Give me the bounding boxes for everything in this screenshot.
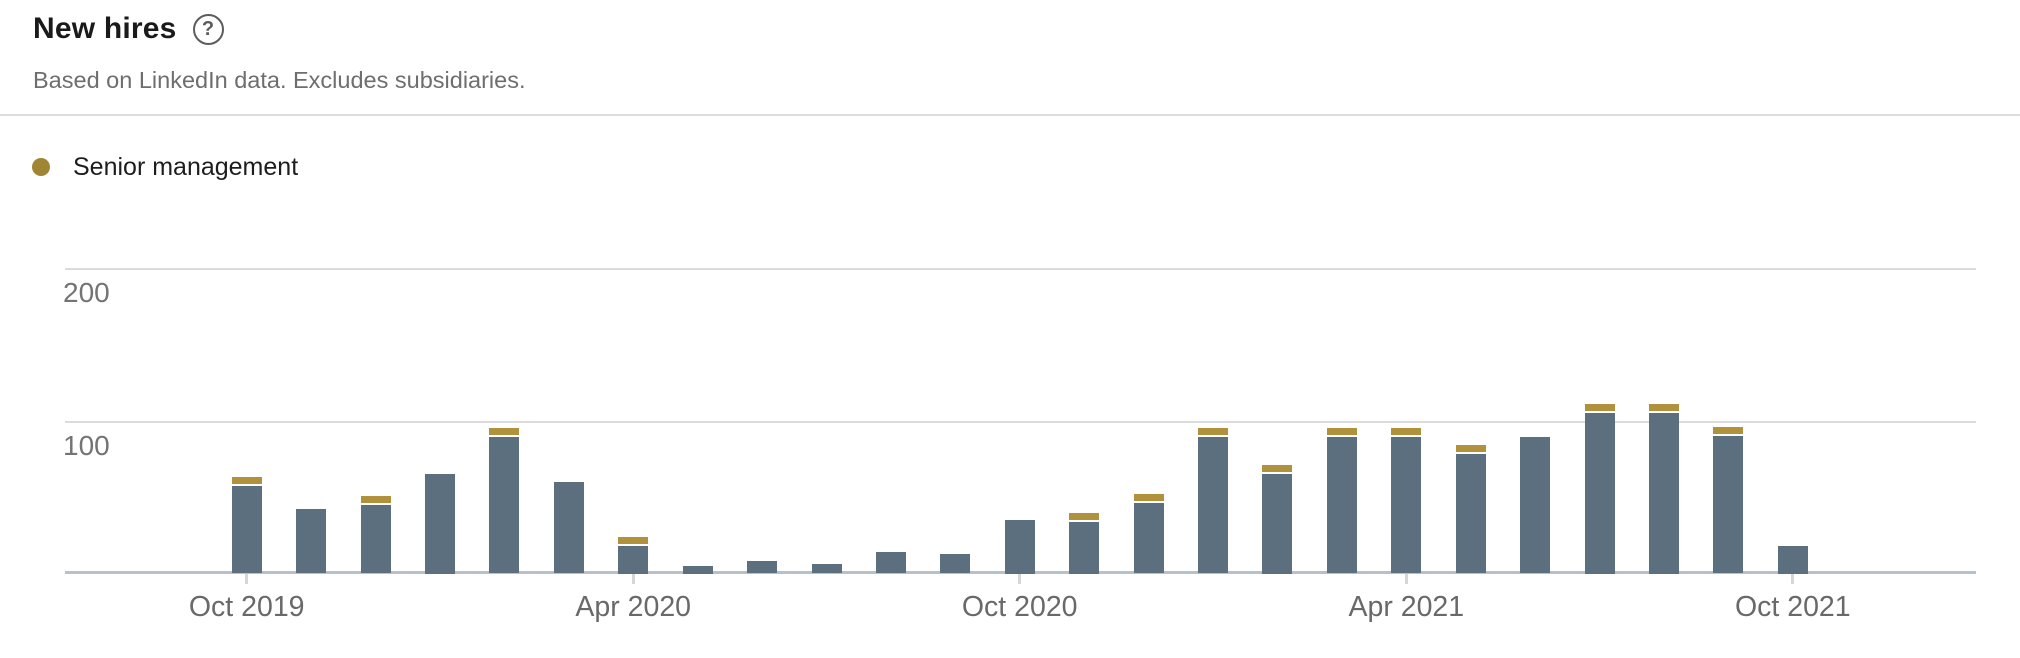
x-axis-label: Oct 2019: [188, 591, 305, 623]
legend-dot-senior-management: [32, 158, 50, 176]
senior-management-cap-mar-2021[interactable]: [1326, 428, 1357, 436]
x-axis-tick: [1791, 574, 1795, 584]
x-axis-tick: [245, 574, 249, 584]
bar-may-2021[interactable]: [1455, 454, 1486, 574]
card-header: New hires ?: [33, 10, 224, 48]
page-title: New hires: [33, 12, 177, 45]
bar-mar-2021[interactable]: [1326, 437, 1357, 574]
x-axis-tick: [631, 574, 635, 584]
bar-nov-2019[interactable]: [296, 509, 327, 574]
x-axis-tick: [1404, 574, 1408, 584]
bar-oct-2020[interactable]: [1004, 520, 1035, 574]
bar-aug-2021[interactable]: [1648, 412, 1679, 574]
bar-apr-2020[interactable]: [618, 546, 649, 574]
x-axis-label: Apr 2020: [575, 591, 692, 623]
bar-jul-2021[interactable]: [1584, 412, 1615, 574]
bar-may-2020[interactable]: [682, 565, 713, 574]
senior-management-cap-apr-2020[interactable]: [618, 537, 649, 544]
legend-label: Senior management: [73, 153, 299, 181]
chart-legend: Senior management: [32, 152, 298, 182]
x-axis-label: Oct 2020: [961, 591, 1078, 623]
senior-management-cap-dec-2019[interactable]: [360, 495, 391, 503]
gridline-200: [65, 267, 1976, 270]
senior-management-cap-aug-2021[interactable]: [1648, 403, 1679, 411]
x-axis-label: Apr 2021: [1348, 591, 1465, 623]
bar-apr-2021[interactable]: [1391, 437, 1422, 574]
bar-jun-2021[interactable]: [1520, 437, 1551, 574]
y-axis-label: 100: [63, 429, 110, 461]
senior-management-cap-sep-2021[interactable]: [1713, 426, 1744, 434]
bar-oct-2021[interactable]: [1777, 546, 1808, 574]
senior-management-cap-nov-2020[interactable]: [1069, 512, 1100, 520]
bar-sep-2021[interactable]: [1713, 435, 1744, 574]
gridline-100: [65, 420, 1976, 423]
y-axis-label: 200: [63, 276, 110, 308]
x-axis-label: Oct 2021: [1734, 591, 1851, 623]
senior-management-cap-dec-2020[interactable]: [1133, 494, 1164, 502]
bar-mar-2020[interactable]: [553, 481, 584, 574]
bar-jul-2020[interactable]: [811, 564, 842, 574]
bar-feb-2020[interactable]: [489, 437, 520, 574]
bar-jan-2021[interactable]: [1198, 437, 1228, 574]
bar-nov-2020[interactable]: [1069, 521, 1100, 574]
header-divider: [0, 114, 2020, 116]
bar-jan-2020[interactable]: [425, 474, 455, 574]
bar-jun-2020[interactable]: [747, 561, 778, 574]
bar-aug-2020[interactable]: [875, 552, 906, 574]
bar-dec-2019[interactable]: [360, 504, 391, 574]
x-axis-tick: [1018, 574, 1022, 584]
senior-management-cap-apr-2021[interactable]: [1391, 428, 1422, 436]
bar-feb-2021[interactable]: [1262, 474, 1293, 574]
bar-oct-2019[interactable]: [231, 486, 262, 574]
senior-management-cap-oct-2019[interactable]: [231, 477, 262, 485]
card-subtitle: Based on LinkedIn data. Excludes subsidi…: [33, 67, 526, 93]
bar-sep-2020[interactable]: [940, 553, 971, 574]
senior-management-cap-feb-2020[interactable]: [489, 428, 520, 436]
bar-dec-2020[interactable]: [1133, 503, 1164, 574]
senior-management-cap-jan-2021[interactable]: [1198, 428, 1228, 436]
senior-management-cap-jul-2021[interactable]: [1584, 403, 1615, 411]
senior-management-cap-feb-2021[interactable]: [1262, 465, 1293, 473]
senior-management-cap-may-2021[interactable]: [1455, 445, 1486, 453]
help-question-icon[interactable]: ?: [192, 13, 224, 45]
